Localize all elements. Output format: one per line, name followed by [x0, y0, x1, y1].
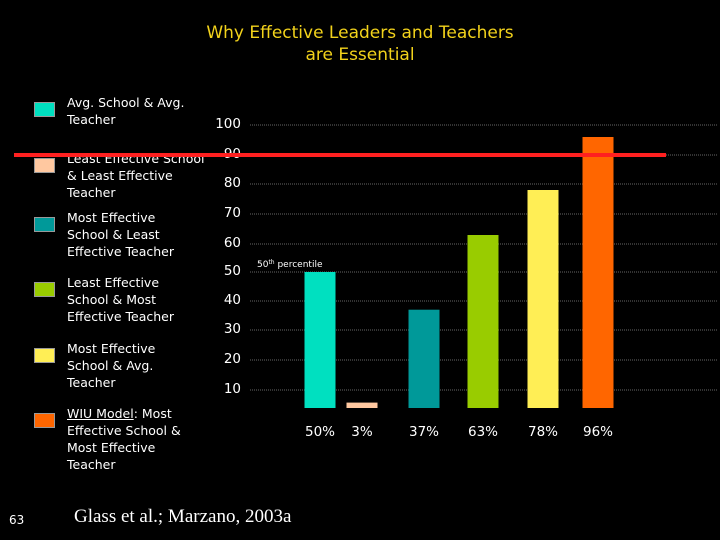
legend-swatch — [34, 158, 55, 173]
y-tick-label: 30 — [223, 321, 241, 337]
percentile-annotation: 50th percentile — [257, 259, 323, 270]
x-tick-label: 37% — [408, 424, 439, 440]
y-tick-label: 50 — [223, 263, 241, 279]
bar-1 — [346, 402, 378, 408]
y-tick-label: 100 — [215, 116, 241, 132]
bar-4 — [527, 190, 559, 408]
x-tick-label: 63% — [467, 424, 498, 440]
y-tick-label: 20 — [223, 351, 241, 367]
bar-5 — [582, 137, 614, 408]
legend-label-underlined: WIU Model — [67, 406, 134, 421]
legend-label: Least Effective School & Most Effective … — [67, 275, 174, 324]
legend-label: Most Effective School & Least Effective … — [67, 210, 174, 259]
y-tick-label: 80 — [223, 175, 241, 191]
x-tick-label: 78% — [527, 424, 558, 440]
chart-title: Why Effective Leaders and Teachers are E… — [0, 22, 720, 66]
legend-label: WIU Model: Most Effective School & Most … — [67, 405, 247, 473]
bar-2 — [408, 309, 440, 408]
x-tick-label: 96% — [582, 424, 613, 440]
legend-swatch — [34, 217, 55, 232]
y-tick-label: 70 — [223, 205, 241, 221]
bar-0 — [304, 272, 336, 408]
x-tick-label: 50% — [304, 424, 335, 440]
legend-label: Most Effective School & Avg. Teacher — [67, 341, 156, 390]
y-tick-label: 40 — [223, 292, 241, 308]
legend-swatch — [34, 102, 55, 117]
legend-swatch — [34, 282, 55, 297]
y-tick-label: 60 — [223, 235, 241, 251]
title-line-1: Why Effective Leaders and Teachers — [206, 23, 514, 43]
legend-swatch — [34, 413, 55, 428]
bar-3 — [467, 235, 499, 408]
legend-swatch — [34, 348, 55, 363]
x-tick-label: 3% — [351, 424, 373, 440]
citation: Glass et al.; Marzano, 2003a — [74, 506, 292, 527]
legend-label: Avg. School & Avg. Teacher — [67, 95, 185, 127]
page-number: 63 — [9, 513, 25, 527]
y-tick-label: 10 — [223, 381, 241, 397]
legend-label-rest: : Most Effective School & Most Effective… — [67, 406, 181, 472]
title-line-2: are Essential — [305, 45, 415, 65]
